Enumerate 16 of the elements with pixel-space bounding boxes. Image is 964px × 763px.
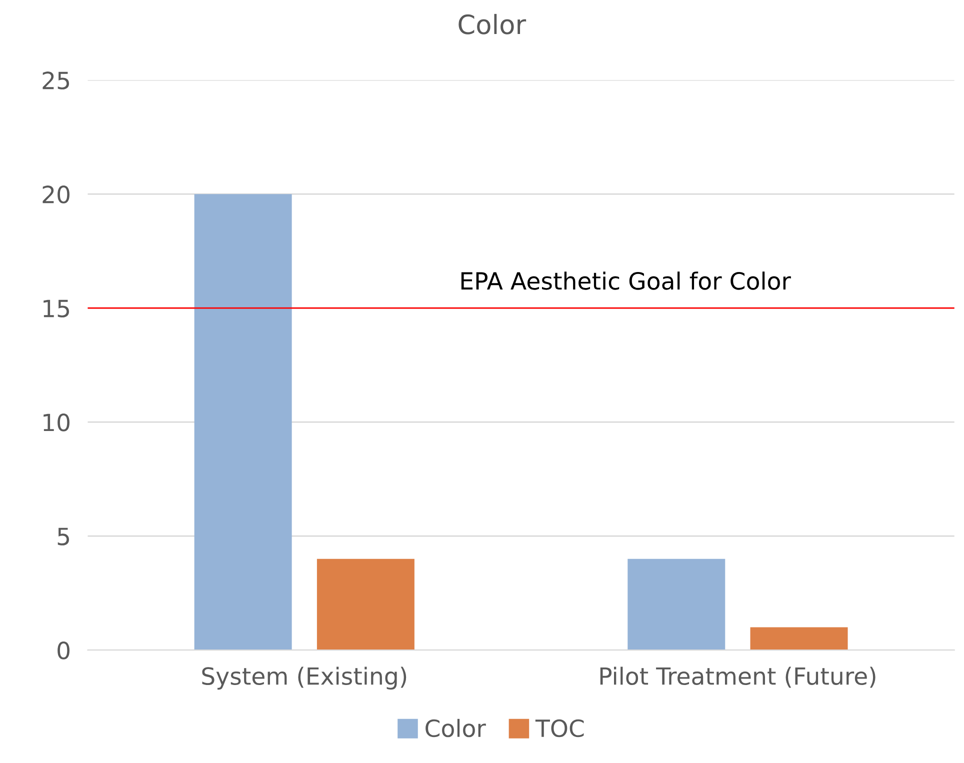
bar [628, 558, 726, 650]
bar [194, 194, 292, 650]
y-tick-label: 0 [58, 642, 70, 660]
y-tick-label: 5 [58, 528, 69, 546]
y-tick-label: 15 [44, 300, 69, 318]
x-tick-label: System (Existing) [202, 666, 406, 690]
bar [316, 558, 414, 650]
y-tick-label: 20 [42, 186, 70, 204]
ref-line-label: EPA Aesthetic Goal for Color [461, 272, 791, 290]
bar [750, 627, 848, 650]
legend-label: Color [426, 718, 486, 738]
y-tick-label: 25 [42, 72, 69, 90]
chart-title: Color [458, 14, 526, 34]
y-tick-label: 10 [44, 414, 70, 432]
x-tick-label: Pilot Treatment (Future) [600, 666, 876, 688]
legend-label: TOC [535, 719, 584, 738]
